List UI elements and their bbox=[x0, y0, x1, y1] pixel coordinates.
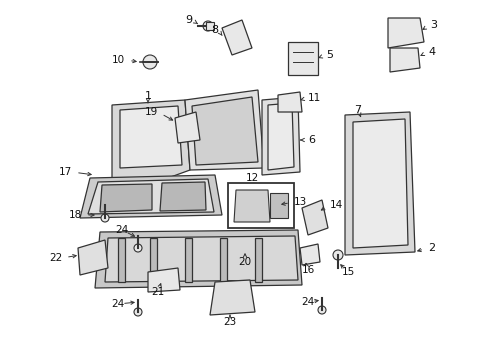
Text: 23: 23 bbox=[223, 317, 236, 327]
Text: 22: 22 bbox=[49, 253, 62, 263]
Polygon shape bbox=[80, 175, 222, 218]
Polygon shape bbox=[184, 90, 264, 170]
Polygon shape bbox=[148, 268, 180, 292]
Polygon shape bbox=[105, 236, 297, 282]
Text: 14: 14 bbox=[329, 200, 343, 210]
Text: 5: 5 bbox=[325, 50, 332, 60]
Polygon shape bbox=[254, 238, 262, 282]
Text: 3: 3 bbox=[429, 20, 436, 30]
Polygon shape bbox=[387, 18, 423, 48]
Polygon shape bbox=[160, 182, 205, 211]
Polygon shape bbox=[352, 119, 407, 248]
Text: 10: 10 bbox=[112, 55, 125, 65]
Polygon shape bbox=[267, 103, 293, 170]
Polygon shape bbox=[209, 280, 254, 315]
Text: 7: 7 bbox=[354, 105, 361, 115]
Polygon shape bbox=[192, 97, 258, 165]
Circle shape bbox=[101, 214, 109, 222]
Polygon shape bbox=[78, 240, 108, 275]
Text: 24: 24 bbox=[111, 299, 124, 309]
Polygon shape bbox=[299, 244, 319, 265]
Polygon shape bbox=[175, 112, 200, 143]
Text: 17: 17 bbox=[59, 167, 72, 177]
Text: 15: 15 bbox=[341, 267, 354, 277]
Circle shape bbox=[317, 306, 325, 314]
Polygon shape bbox=[95, 230, 302, 288]
Text: 1: 1 bbox=[144, 91, 151, 101]
Text: 11: 11 bbox=[307, 93, 321, 103]
Polygon shape bbox=[112, 100, 190, 178]
Polygon shape bbox=[278, 92, 302, 112]
Polygon shape bbox=[120, 106, 182, 168]
Circle shape bbox=[134, 308, 142, 316]
Circle shape bbox=[134, 244, 142, 252]
Polygon shape bbox=[150, 238, 157, 282]
Text: 2: 2 bbox=[427, 243, 434, 253]
Polygon shape bbox=[220, 238, 226, 282]
Circle shape bbox=[203, 21, 213, 31]
Polygon shape bbox=[262, 97, 299, 175]
Polygon shape bbox=[118, 238, 125, 282]
Polygon shape bbox=[269, 193, 287, 218]
Polygon shape bbox=[184, 238, 192, 282]
Text: 6: 6 bbox=[307, 135, 314, 145]
Text: 13: 13 bbox=[293, 197, 306, 207]
Bar bbox=[205, 22, 214, 30]
Circle shape bbox=[142, 55, 157, 69]
Polygon shape bbox=[302, 200, 327, 235]
Text: 9: 9 bbox=[184, 15, 192, 25]
Polygon shape bbox=[100, 184, 152, 212]
Polygon shape bbox=[88, 179, 214, 214]
Text: 19: 19 bbox=[144, 107, 158, 117]
Polygon shape bbox=[345, 112, 414, 255]
Text: 4: 4 bbox=[427, 47, 434, 57]
Text: 24: 24 bbox=[301, 297, 314, 307]
Text: 8: 8 bbox=[210, 25, 218, 35]
Polygon shape bbox=[287, 42, 317, 75]
Text: 16: 16 bbox=[301, 265, 314, 275]
Text: 18: 18 bbox=[69, 210, 82, 220]
Polygon shape bbox=[389, 48, 419, 72]
Polygon shape bbox=[234, 190, 269, 222]
Text: 21: 21 bbox=[151, 287, 164, 297]
Polygon shape bbox=[222, 20, 251, 55]
Text: 12: 12 bbox=[245, 173, 258, 183]
Text: 24: 24 bbox=[115, 225, 128, 235]
Circle shape bbox=[332, 250, 342, 260]
Text: 20: 20 bbox=[238, 257, 251, 267]
